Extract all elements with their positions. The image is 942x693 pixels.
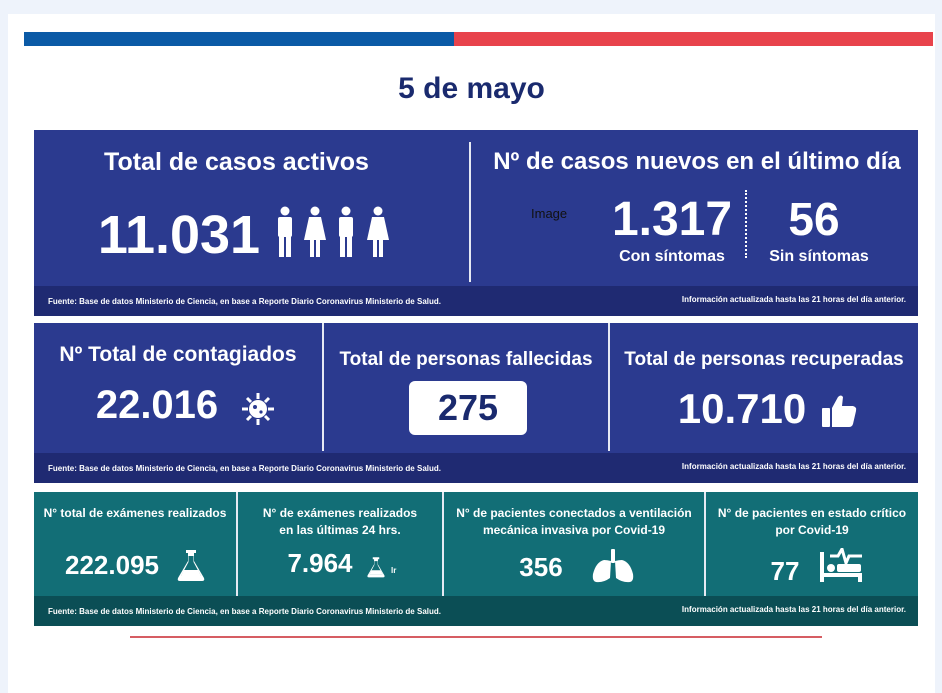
flask-suffix: lr: [391, 566, 397, 575]
active-cases-label: Total de casos activos: [104, 148, 369, 176]
source-note: Fuente: Base de datos Ministerio de Cien…: [48, 297, 441, 306]
bottom-panel: N° total de exámenes realizados 222.095 …: [34, 492, 918, 626]
bottom-divider-line: [130, 636, 822, 638]
source-note: Fuente: Base de datos Ministerio de Cien…: [48, 464, 441, 473]
update-note: Información actualizada hasta las 21 hor…: [681, 462, 906, 471]
flag-bar: [24, 32, 933, 46]
virus-icon: [240, 391, 276, 432]
update-note: Información actualizada hasta las 21 hor…: [681, 605, 906, 614]
symptomatic-value: 1.317: [611, 193, 733, 246]
deceased-value: 275: [437, 387, 499, 428]
symptomatic-label: Con síntomas: [619, 248, 725, 265]
critical-label-2: por Covid-19: [775, 523, 849, 537]
flask-icon: [366, 556, 386, 583]
image-placeholder: Image: [531, 206, 568, 221]
total-infected-label: Nº Total de contagiados: [59, 343, 297, 366]
vertical-divider: [608, 323, 610, 451]
top-footer: Fuente: Base de datos Ministerio de Cien…: [34, 286, 918, 316]
deceased-box: 275: [409, 381, 527, 435]
recovered-label: Total de personas recuperadas: [624, 349, 904, 370]
source-note: Fuente: Base de datos Ministerio de Cien…: [48, 607, 441, 616]
ventilation-label-2: mecánica invasiva por Covid-19: [482, 523, 666, 537]
asymptomatic-value: 56: [788, 193, 840, 245]
tests-24h-label-1: N° de exámenes realizados: [262, 506, 418, 520]
page-title: 5 de mayo: [398, 72, 545, 105]
top-panel: Total de casos activos 11.031 Nº de caso…: [34, 130, 918, 316]
tests-24h-value: 7.964: [287, 548, 353, 578]
vertical-divider: [236, 492, 238, 596]
total-tests-value: 222.095: [65, 550, 159, 580]
lungs-icon: [590, 548, 636, 589]
flask-icon: [176, 548, 206, 587]
active-cases-value: 11.031: [97, 205, 261, 265]
people-icon: [274, 206, 394, 263]
thumbs-up-icon: [820, 393, 858, 434]
update-note: Información actualizada hasta las 21 hor…: [681, 295, 906, 304]
middle-panel: Nº Total de contagiados 22.016 Total de …: [34, 323, 918, 483]
flag-red-stripe: [454, 32, 933, 46]
vertical-divider: [469, 142, 471, 282]
critical-label-1: N° de pacientes en estado crítico: [717, 506, 907, 520]
new-cases-label: Nº de casos nuevos en el último día: [493, 148, 901, 175]
deceased-label: Total de personas fallecidas: [339, 349, 593, 370]
bottom-footer: Fuente: Base de datos Ministerio de Cien…: [34, 596, 918, 626]
dotted-divider: [745, 190, 747, 258]
ventilation-label-1: N° de pacientes conectados a ventilación: [456, 506, 692, 520]
total-infected-value: 22.016: [95, 383, 219, 427]
hospital-bed-icon: [818, 545, 864, 589]
tests-24h-label-2: en las últimas 24 hrs.: [279, 523, 401, 537]
recovered-value: 10.710: [677, 385, 807, 432]
critical-value: 77: [770, 556, 800, 586]
vertical-divider: [704, 492, 706, 596]
vertical-divider: [442, 492, 444, 596]
total-tests-label: N° total de exámenes realizados: [43, 506, 227, 520]
middle-footer: Fuente: Base de datos Ministerio de Cien…: [34, 453, 918, 483]
ventilation-value: 356: [519, 552, 563, 582]
asymptomatic-label: Sin síntomas: [769, 248, 869, 265]
flag-blue-stripe: [24, 32, 454, 46]
vertical-divider: [322, 323, 324, 451]
